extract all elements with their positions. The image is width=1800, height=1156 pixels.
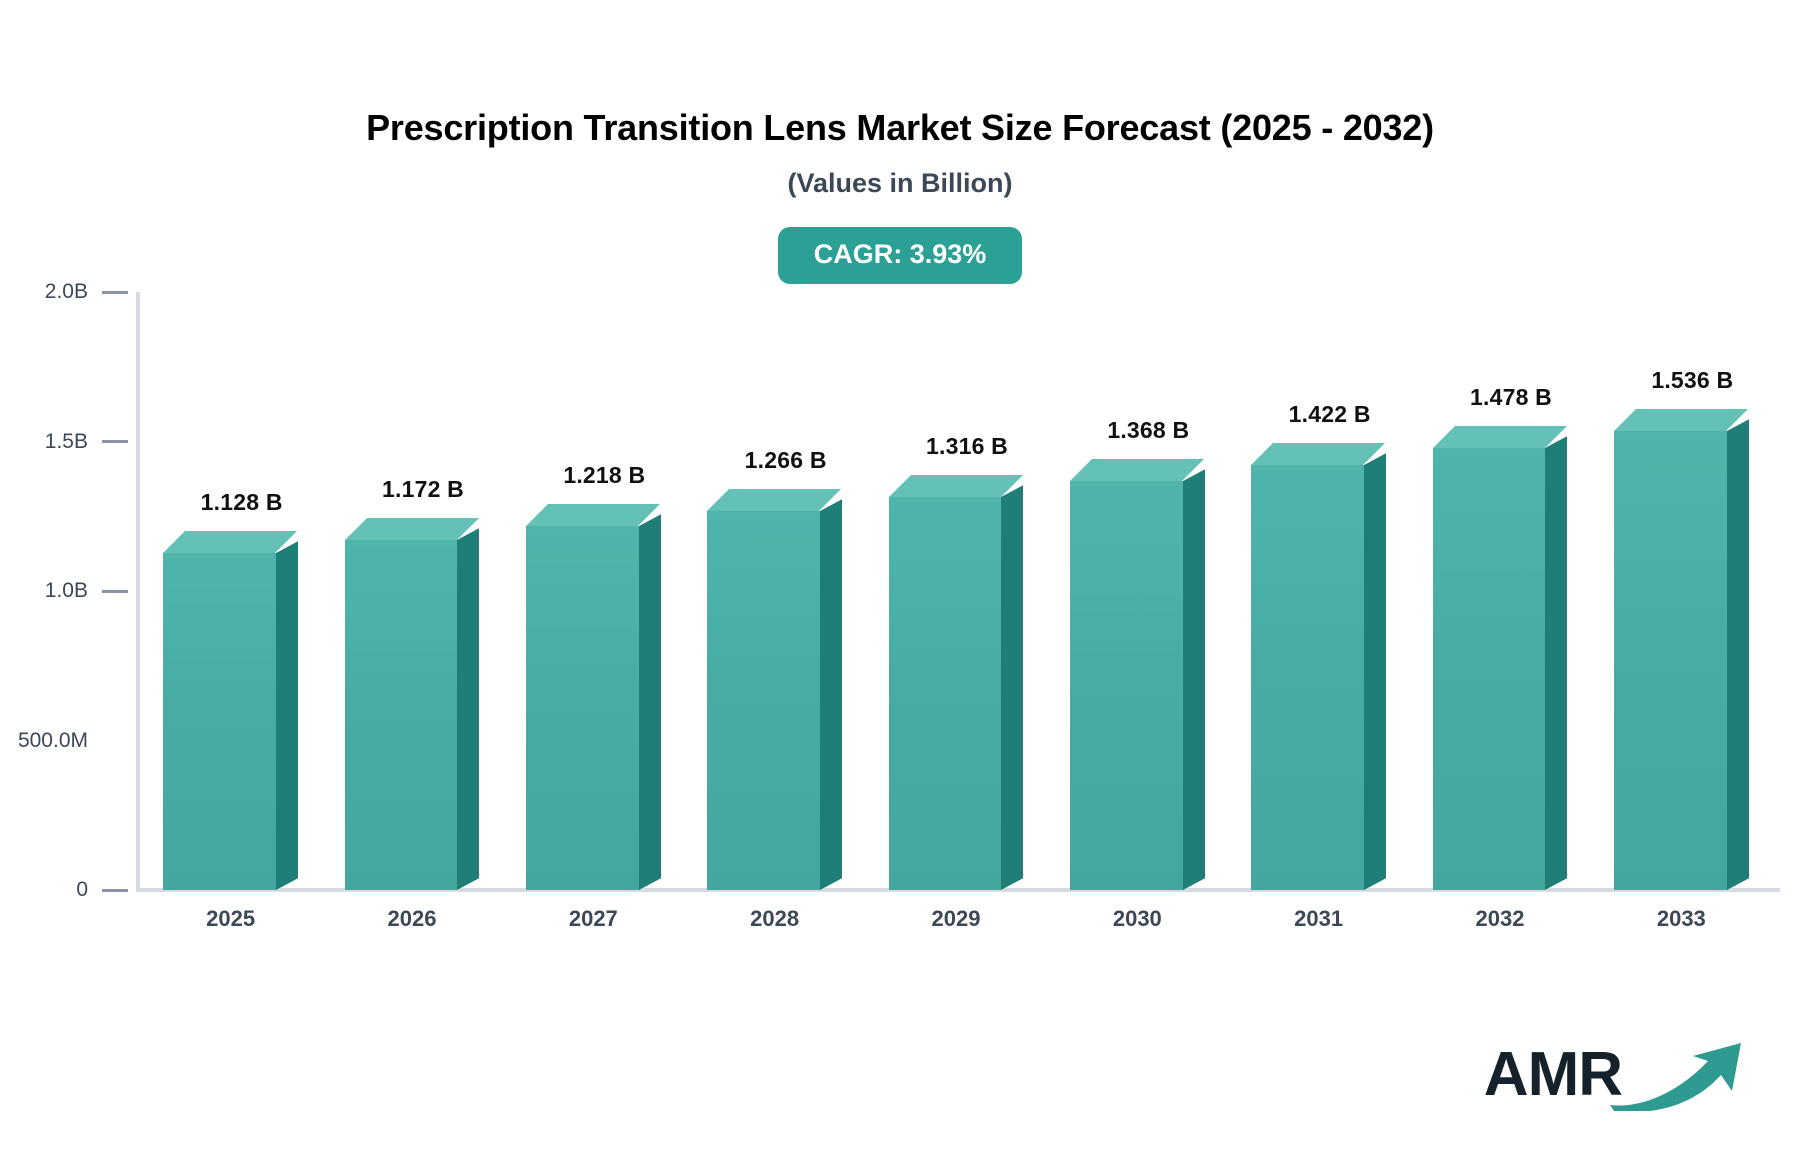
y-axis-tick-label: 1.0B	[44, 579, 88, 602]
bar-column	[1432, 426, 1568, 890]
bar-side-face	[275, 541, 298, 890]
bar-top-face	[707, 489, 842, 512]
y-axis-tick-label: 500.0M	[17, 728, 88, 752]
y-axis-line	[136, 292, 140, 892]
x-axis-tick-label: 2027	[568, 906, 618, 931]
bar-value-label: 1.368 B	[1107, 416, 1190, 443]
bar-value-label: 1.218 B	[563, 461, 646, 488]
bar-value-label: 1.128 B	[200, 488, 283, 515]
y-axis-tick-dash	[102, 888, 128, 892]
y-axis-tick-dash	[102, 589, 128, 593]
bar-front-face	[163, 552, 276, 890]
amr-logo-text: AMR	[1483, 1039, 1623, 1109]
x-axis-tick-label: 2030	[1112, 906, 1162, 931]
y-axis-tick-dash	[102, 440, 128, 444]
y-axis-tick-label: 1.5B	[44, 429, 88, 453]
x-axis-tick-label: 2028	[750, 906, 800, 931]
bar-column	[163, 530, 298, 890]
bar-top-face	[1251, 442, 1386, 465]
bar-value-label: 1.266 B	[744, 447, 827, 474]
y-axis-tick: 500.0M	[0, 729, 128, 753]
bar-column	[344, 517, 480, 890]
bar-value-label: 1.478 B	[1470, 384, 1552, 411]
bar-top-face	[1070, 458, 1205, 481]
y-axis-tick: 1.0B	[0, 579, 128, 603]
x-axis-tick-label: 2033	[1656, 906, 1706, 931]
page-title: Prescription Transition Lens Market Size…	[366, 107, 1434, 148]
bar-top-face	[526, 503, 661, 526]
bar-front-face	[707, 511, 820, 890]
x-axis-tick-label: 2026	[387, 906, 437, 931]
bar-value-label: 1.536 B	[1651, 366, 1734, 393]
bar-column	[1251, 442, 1386, 890]
bar-top-face	[1432, 426, 1568, 449]
bar-front-face	[1432, 448, 1546, 890]
bar-value-label: 1.316 B	[926, 432, 1008, 459]
amr-logo: AMR	[1483, 1039, 1748, 1113]
bar-front-face	[888, 496, 1002, 890]
bar-side-face	[638, 514, 661, 890]
bar-top-face	[888, 474, 1024, 497]
bar-front-face	[1070, 480, 1183, 890]
bar-side-face	[1363, 453, 1386, 890]
x-axis-tick-label: 2025	[206, 906, 256, 931]
y-axis-tick: 0	[0, 878, 128, 902]
bar-column	[707, 489, 842, 890]
bar-top-face	[1614, 408, 1749, 431]
chart-subtitle: (Values in Billion)	[787, 167, 1013, 198]
bar-column	[888, 474, 1024, 890]
x-axis-tick-label: 2032	[1475, 906, 1525, 931]
bar-front-face	[344, 539, 458, 890]
cagr-badge: CAGR: 3.93%	[777, 226, 1023, 284]
cagr-badge-container: CAGR: 3.93%	[0, 226, 1800, 284]
bar-front-face	[1614, 430, 1727, 890]
bar-value-label: 1.422 B	[1288, 400, 1371, 427]
bar-front-face	[526, 525, 639, 890]
bar-side-face	[1001, 484, 1024, 890]
bar-side-face	[819, 499, 842, 890]
bar-front-face	[1251, 464, 1364, 890]
chart-header: Prescription Transition Lens Market Size…	[0, 0, 1800, 284]
x-axis-line	[136, 888, 1780, 892]
y-axis-tick-label: 2.0B	[44, 280, 88, 303]
bar-top-face	[163, 530, 298, 553]
y-axis-tick-dash	[102, 290, 128, 294]
bar-side-face	[1182, 469, 1205, 890]
bar-top-face	[344, 517, 480, 540]
bar-column	[1070, 458, 1205, 890]
y-axis-tick: 2.0B	[0, 280, 128, 304]
y-axis-tick-label: 0	[76, 878, 88, 901]
bar-column	[1614, 408, 1749, 890]
bar-value-label: 1.172 B	[382, 475, 464, 502]
bar-side-face	[1726, 419, 1749, 890]
bar-column	[526, 503, 661, 890]
bar-side-face	[457, 527, 480, 890]
x-axis-tick-label: 2031	[1294, 906, 1344, 931]
y-axis-tick: 1.5B	[0, 430, 128, 454]
growth-arrow-icon	[1608, 1039, 1748, 1116]
bar-side-face	[1545, 436, 1568, 890]
x-axis-tick-label: 2029	[931, 906, 981, 931]
